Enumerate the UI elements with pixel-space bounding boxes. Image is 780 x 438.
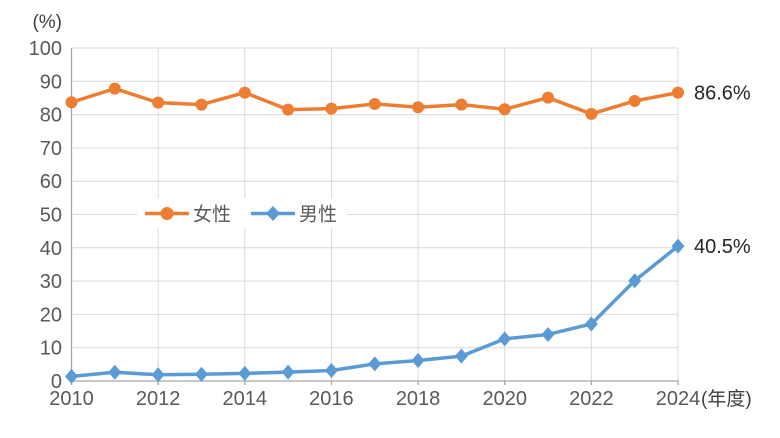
series-1-marker xyxy=(411,352,425,368)
y-tick-label: 70 xyxy=(40,138,62,160)
x-tick-label: 2020 xyxy=(482,388,527,410)
series-1-marker xyxy=(108,364,122,380)
series-0-marker xyxy=(238,86,251,99)
x-tick-label: 2024 xyxy=(656,388,701,410)
series-1-marker xyxy=(454,348,468,364)
y-tick-label: 80 xyxy=(40,105,62,127)
series-1-marker xyxy=(65,368,78,384)
series-0-marker xyxy=(282,103,295,116)
series-0-marker xyxy=(672,86,684,99)
series-1-marker xyxy=(151,367,165,383)
series-0-marker xyxy=(152,96,165,109)
series-0-marker xyxy=(628,94,641,107)
legend-marker-female-icon xyxy=(160,207,174,220)
series-0-end-label: 86.6% xyxy=(694,83,751,105)
series-1-marker xyxy=(584,316,598,332)
series-1-marker xyxy=(238,365,252,381)
series-0 xyxy=(65,82,684,120)
x-tick-label: 2012 xyxy=(136,388,181,410)
y-tick-label: 40 xyxy=(40,238,62,260)
series-1-marker xyxy=(368,356,382,372)
y-tick-label: 90 xyxy=(40,71,62,93)
y-tick-label: 50 xyxy=(40,205,62,227)
series-1 xyxy=(65,238,685,384)
series-1-end-label: 40.5% xyxy=(694,236,751,258)
series-0-marker xyxy=(585,107,598,120)
y-tick-label: 10 xyxy=(40,338,62,360)
series-1-marker xyxy=(628,273,642,289)
series-0-marker xyxy=(498,103,511,116)
series-0-marker xyxy=(325,102,338,115)
y-tick-label: 30 xyxy=(40,271,62,293)
series-0-marker xyxy=(542,91,555,104)
y-tick-label: 20 xyxy=(40,304,62,326)
series-0-marker xyxy=(455,98,468,111)
y-tick-label: 100 xyxy=(29,38,62,60)
series-1-marker xyxy=(194,366,208,382)
x-tick-label: 2022 xyxy=(569,388,614,410)
y-tick-label: 0 xyxy=(51,371,62,393)
series-0-marker xyxy=(108,82,121,95)
x-tick-label: 2010 xyxy=(49,388,94,410)
legend-marker-male-icon xyxy=(266,206,280,221)
series-1-marker xyxy=(541,326,555,342)
x-tick-label: 2016 xyxy=(309,388,354,410)
series-0-marker xyxy=(368,97,381,110)
series-1-marker xyxy=(498,331,512,347)
series-1-marker xyxy=(281,364,295,380)
series-1-marker xyxy=(324,362,338,378)
series-1-marker xyxy=(671,238,685,254)
series-0-marker xyxy=(195,98,208,111)
x-tick-label: 2014 xyxy=(223,388,268,410)
x-tick-label: 2018 xyxy=(396,388,441,410)
tick-labels: 0 10 20 30 40 50 60 70 80 90 100 2010 2012 2014 2016 20… xyxy=(29,38,701,410)
series-0-marker xyxy=(412,101,425,114)
legend-label-male: 男性 xyxy=(299,204,337,226)
legend-label-female: 女性 xyxy=(193,204,231,226)
y-tick-label: 60 xyxy=(40,171,62,193)
x-axis-unit-label: (年度) xyxy=(701,388,752,410)
y-axis-unit-label: (%) xyxy=(32,12,62,33)
series-0-marker xyxy=(65,96,78,109)
legend: 女性 男性 xyxy=(137,198,347,228)
